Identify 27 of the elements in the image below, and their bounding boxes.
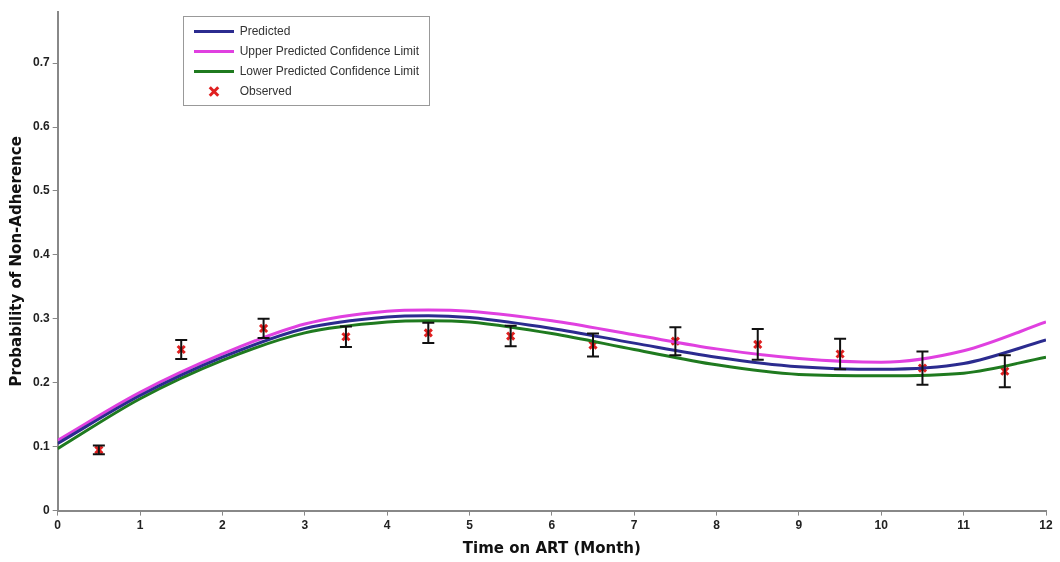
y-tick-label: 0.5: [32, 183, 50, 198]
x-tick-label: 10: [874, 518, 889, 533]
x-tick-label: 9: [795, 518, 803, 533]
legend-label: Lower Predicted Confidence Limit: [239, 64, 420, 78]
y-tick-label: 0.4: [32, 247, 50, 262]
legend-label: Observed: [239, 84, 292, 98]
x-tick-label: 0: [54, 518, 62, 533]
y-tick-label: 0.3: [32, 311, 50, 326]
x-tick-label: 4: [383, 518, 391, 533]
x-axis-title: Time on ART (Month): [462, 538, 641, 557]
x-tick-label: 5: [466, 518, 474, 533]
y-tick-label: 0: [42, 502, 50, 517]
y-tick-label: 0.2: [32, 375, 50, 390]
x-tick-label: 6: [548, 518, 556, 533]
y-axis-title: Probability of Non-Adherence: [6, 136, 25, 387]
y-tick-label: 0.6: [32, 119, 50, 134]
legend-label: Predicted: [239, 24, 291, 38]
legend-label: Upper Predicted Confidence Limit: [239, 44, 420, 58]
x-tick-label: 3: [301, 518, 309, 533]
x-tick-label: 7: [630, 518, 638, 533]
x-tick-label: 8: [713, 518, 721, 533]
x-tick-label: 11: [957, 518, 971, 533]
x-tick-label: 2: [219, 518, 227, 533]
x-tick-label: 12: [1039, 518, 1053, 533]
x-tick-label: 1: [136, 518, 144, 533]
y-tick-label: 0.1: [32, 438, 50, 453]
y-tick-label: 0.7: [32, 55, 50, 70]
